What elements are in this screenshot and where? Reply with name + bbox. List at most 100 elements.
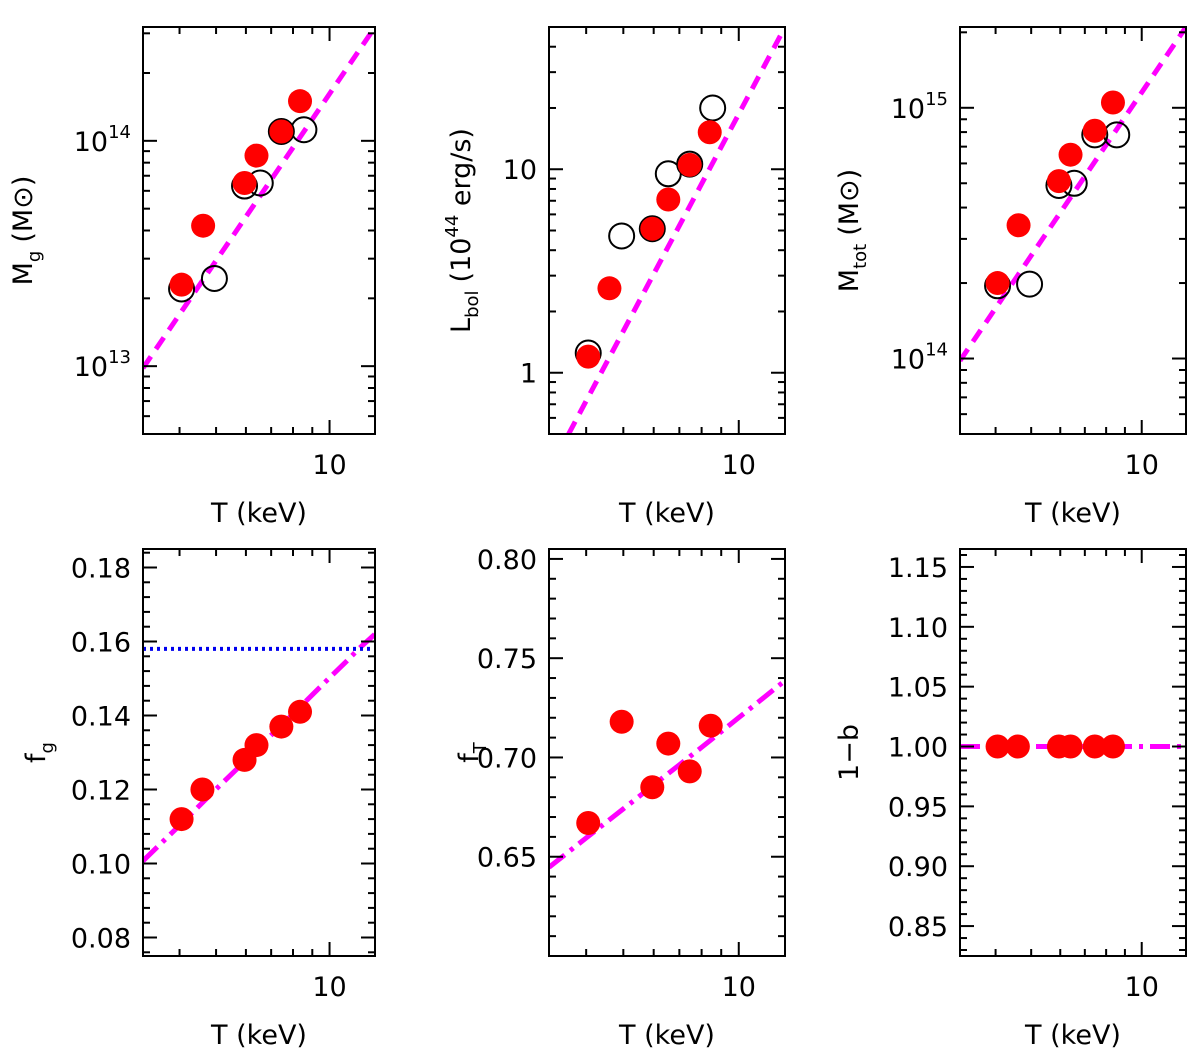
panel-mtot: 10 1014 1015 T (keV) Mtot(M⊙): [834, 26, 1187, 529]
x-tick-label: 10: [312, 972, 346, 1003]
fit-line: [566, 27, 785, 434]
plot-area: [960, 27, 1186, 363]
x-tick-label: 10: [1125, 972, 1159, 1003]
plot-area: [566, 27, 785, 434]
y-tick-label: 0.90: [888, 852, 948, 883]
filled-marker: [985, 271, 1010, 296]
x-axis-label: T (keV): [1024, 498, 1121, 529]
filled-marker: [288, 89, 313, 114]
y-tick-label: 1.10: [888, 613, 948, 644]
filled-marker: [1082, 118, 1107, 143]
filled-marker: [597, 276, 622, 301]
y-tick-label: 1.05: [888, 673, 948, 704]
filled-marker: [698, 713, 723, 738]
axes-frame: [142, 548, 376, 957]
y-tick-label: 1014: [891, 340, 948, 376]
fit-line: [549, 678, 785, 870]
x-tick-label: 10: [722, 450, 756, 481]
axes-frame: [959, 548, 1187, 957]
y-axis-label: Mg(M⊙): [8, 176, 45, 286]
filled-marker: [191, 213, 216, 238]
filled-marker: [1005, 734, 1030, 759]
filled-marker: [244, 143, 269, 168]
filled-marker: [677, 152, 702, 177]
filled-marker: [269, 119, 294, 144]
y-tick-label: 0.80: [477, 545, 537, 576]
x-tick-label: 10: [722, 972, 756, 1003]
open-marker: [699, 94, 727, 122]
plot-area: [960, 734, 1186, 759]
plot-area: [549, 678, 785, 870]
open-marker: [1016, 270, 1044, 298]
filled-marker: [169, 272, 194, 297]
filled-marker: [677, 759, 702, 784]
axes-frame: [548, 26, 786, 435]
y-axis-label: fT: [454, 741, 491, 763]
open-marker: [638, 215, 666, 243]
plot-area: [143, 632, 375, 863]
y-tick-label: 10: [503, 155, 537, 186]
y-tick-label: 1013: [74, 347, 131, 383]
y-tick-label: 1.15: [888, 553, 948, 584]
y-axis-label: Mtot(M⊙): [834, 169, 871, 292]
filled-marker: [1100, 90, 1125, 115]
x-tick-label: 10: [312, 450, 346, 481]
y-tick-label: 1: [520, 359, 537, 390]
y-tick-label: 0.16: [71, 628, 131, 659]
x-axis-label: T (keV): [210, 1020, 307, 1051]
x-axis-label: T (keV): [1024, 1020, 1121, 1051]
y-tick-label: 0.08: [71, 924, 131, 955]
y-tick-label: 0.14: [71, 702, 131, 733]
filled-marker: [576, 810, 601, 835]
y-tick-label: 0.70: [477, 743, 537, 774]
y-tick-label: 0.75: [477, 644, 537, 675]
axes-frame: [142, 26, 376, 435]
y-tick-label: 0.10: [71, 850, 131, 881]
filled-marker: [1058, 734, 1083, 759]
filled-marker: [288, 699, 313, 724]
filled-marker: [1006, 213, 1031, 238]
filled-marker: [269, 714, 294, 739]
panel-oneminusb: 10 0.85 0.90 0.95 1.00 1.05 1.10 1.15 T (keV) 1−b: [834, 548, 1187, 1051]
filled-marker: [1058, 142, 1083, 167]
y-tick-label: 1015: [891, 89, 948, 125]
filled-marker: [190, 777, 215, 802]
x-tick-label: 10: [1125, 450, 1159, 481]
open-marker: [200, 264, 228, 292]
axes-frame: [959, 26, 1187, 435]
filled-marker: [640, 216, 665, 241]
filled-marker: [640, 775, 665, 800]
filled-marker: [244, 733, 269, 758]
y-tick-label: 0.85: [888, 912, 948, 943]
panel-mg: 10 1013 1014 T (keV) Mg(M⊙): [8, 26, 376, 529]
y-tick-label: 0.12: [71, 776, 131, 807]
panel-fg: 10 0.08 0.10 0.12 0.14 0.16 0.18 T (keV) fg: [21, 548, 376, 1051]
x-axis-label: T (keV): [618, 1020, 715, 1051]
filled-marker: [169, 807, 194, 832]
filled-marker: [697, 120, 722, 145]
filled-marker: [656, 187, 681, 212]
filled-marker: [232, 170, 257, 195]
y-tick-label: 0.18: [71, 554, 131, 585]
x-axis-label: T (keV): [618, 498, 715, 529]
y-tick-label: 0.95: [888, 792, 948, 823]
filled-marker: [1082, 734, 1107, 759]
y-tick-label: 1014: [74, 122, 131, 158]
fit-line: [143, 27, 375, 370]
filled-marker: [609, 709, 634, 734]
fit-line: [960, 27, 1186, 363]
filled-marker: [576, 344, 601, 369]
y-axis-label: fg: [21, 742, 58, 763]
filled-marker: [1100, 734, 1125, 759]
open-marker: [267, 118, 295, 146]
panel-ft: 10 0.65 0.70 0.75 0.80 T (keV) fT: [454, 545, 786, 1051]
filled-marker: [656, 731, 681, 756]
open-marker: [608, 222, 636, 250]
y-tick-label: 1.00: [888, 733, 948, 764]
filled-marker: [985, 734, 1010, 759]
filled-marker: [1046, 169, 1071, 194]
plot-area: [143, 27, 375, 370]
x-axis-label: T (keV): [210, 498, 307, 529]
